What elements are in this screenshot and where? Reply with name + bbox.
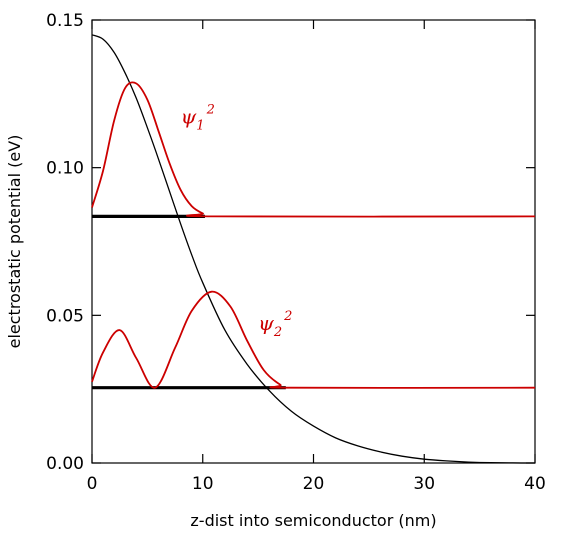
y-tick-label: 0.15 xyxy=(46,11,84,31)
plot-frame xyxy=(91,19,536,464)
x-tick-label: 30 xyxy=(413,474,435,494)
x-axis-label: z-dist into semiconductor (nm) xyxy=(190,511,436,530)
x-tick-label: 0 xyxy=(87,474,98,494)
psi-label-2: ψ22 xyxy=(258,309,292,340)
y-tick-label: 0.10 xyxy=(46,159,84,179)
y-tick-label: 0.00 xyxy=(46,454,84,474)
wavefunction-curve-1 xyxy=(91,81,536,218)
x-tick-label: 40 xyxy=(524,474,546,494)
plot-area: 0 10 20 30 40 0.00 0.05 0.10 0.15 ψ12 ψ22 xyxy=(46,11,546,494)
y-tick-label: 0.05 xyxy=(46,306,84,326)
psi-label-1: ψ12 xyxy=(181,102,215,133)
wavefunction-curve-2 xyxy=(91,290,536,389)
x-tick-label: 10 xyxy=(192,474,214,494)
y-axis-label: electrostatic potential (eV) xyxy=(5,135,24,349)
potential-curve xyxy=(91,34,536,464)
x-tick-label: 20 xyxy=(303,474,325,494)
